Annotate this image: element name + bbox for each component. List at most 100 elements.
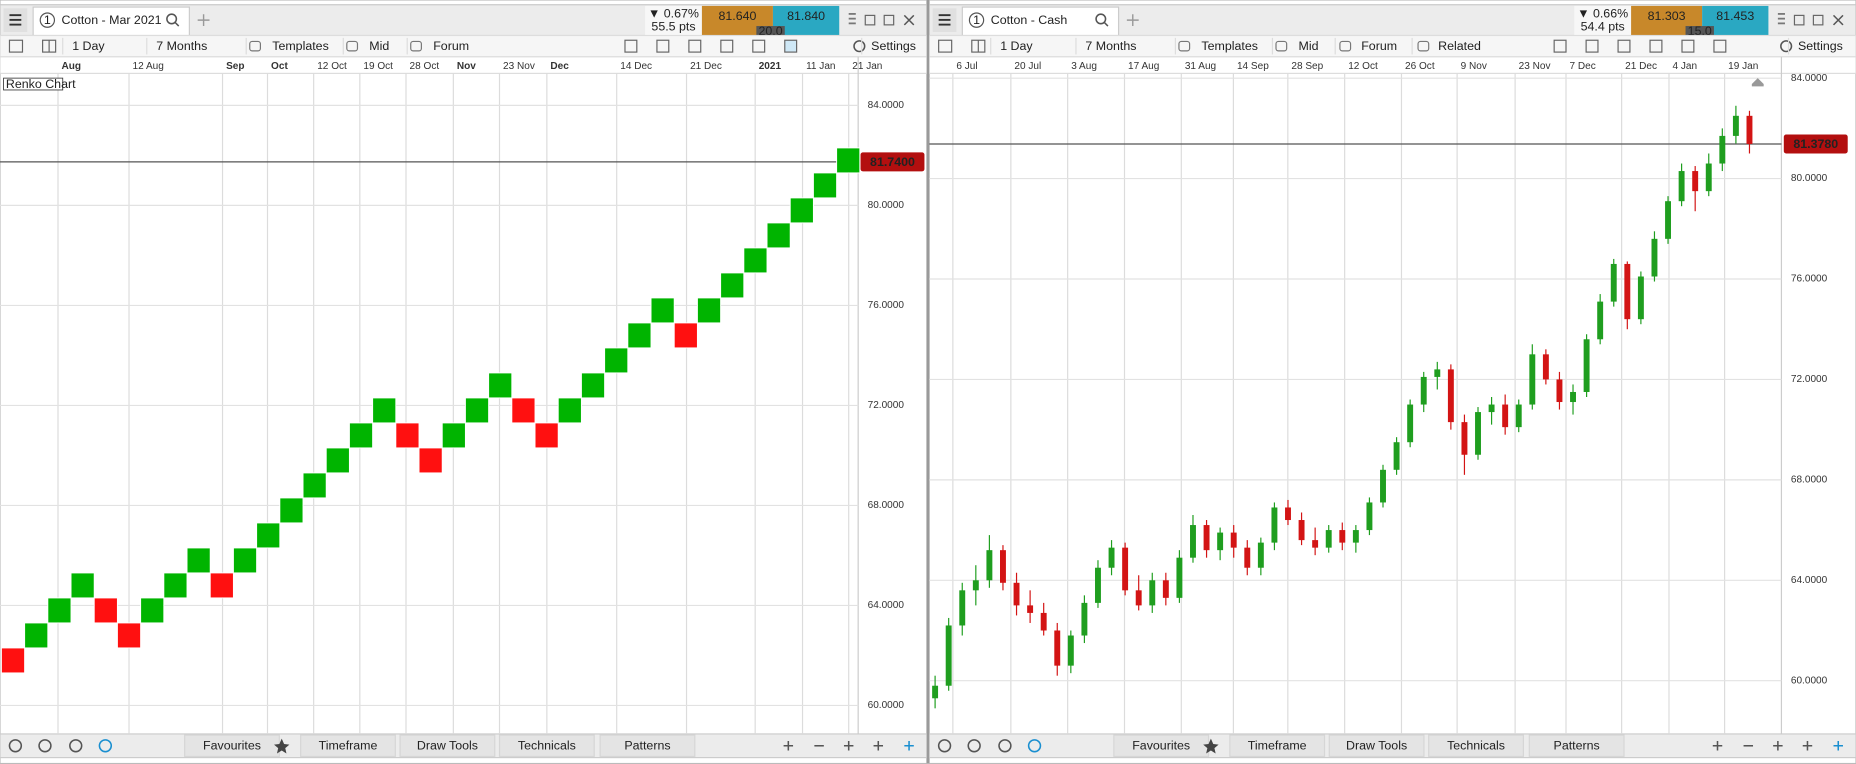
toolbar-item[interactable]: Mid	[369, 39, 389, 53]
list-icon[interactable]	[938, 39, 953, 53]
toolbar-item[interactable]: 7 Months	[1085, 39, 1136, 53]
candle-body	[1407, 404, 1414, 443]
zoom-icon[interactable]	[1802, 741, 1813, 751]
bottom-icon[interactable]	[8, 739, 23, 753]
panel-bg	[928, 0, 1856, 764]
bottom-icon[interactable]	[69, 739, 83, 753]
bottom-tab-label: Favourites	[203, 739, 261, 753]
drag-handle	[848, 13, 856, 15]
bottom-tab[interactable]	[599, 734, 696, 758]
tool-icon[interactable]	[688, 39, 702, 53]
window-icon[interactable]	[1793, 14, 1805, 26]
tool-icon[interactable]	[624, 39, 638, 53]
tool-icon[interactable]	[1553, 39, 1567, 53]
toolbar-item[interactable]: Forum	[433, 39, 469, 53]
zoom-icon[interactable]	[1712, 741, 1723, 751]
close-icon[interactable]	[903, 14, 915, 26]
zoom-icon[interactable]	[1773, 741, 1783, 751]
toolbar-item[interactable]: Settings	[1798, 39, 1843, 53]
y-tick-label: 64.0000	[1791, 575, 1828, 586]
tool-icon[interactable]	[656, 39, 670, 53]
bottom-tab[interactable]	[300, 734, 396, 758]
zoom-icon[interactable]	[843, 741, 854, 751]
tab[interactable]	[961, 6, 1120, 37]
bottom-icon[interactable]	[1027, 739, 1042, 753]
renko-brick	[93, 597, 118, 624]
toolbar-item[interactable]: Related	[1438, 39, 1481, 53]
tab-number: 1	[973, 13, 980, 27]
toolbar-item[interactable]: Settings	[871, 39, 916, 53]
zoom-icon[interactable]	[873, 741, 884, 751]
search-icon[interactable]	[1095, 13, 1107, 25]
menu-icon	[938, 18, 951, 21]
tool-icon[interactable]	[720, 39, 734, 53]
star-icon[interactable]	[274, 738, 290, 754]
candle-body	[1624, 263, 1631, 320]
tool-icon[interactable]	[1681, 39, 1695, 53]
tool-icon[interactable]	[1585, 39, 1599, 53]
date-label: Nov	[457, 61, 476, 72]
list-icon[interactable]	[8, 39, 24, 53]
window-icon[interactable]	[883, 14, 895, 26]
candle-body	[1190, 525, 1196, 558]
renko-brick	[580, 372, 606, 399]
close-icon[interactable]	[1832, 14, 1844, 26]
bottom-tab[interactable]	[1229, 734, 1326, 758]
window-icon[interactable]	[864, 14, 876, 26]
tool-icon[interactable]	[752, 39, 766, 53]
zoom-icon[interactable]	[1833, 741, 1843, 751]
search-icon[interactable]	[166, 13, 178, 25]
bottom-icon[interactable]	[967, 739, 981, 753]
y-tick-label: 60.0000	[1791, 675, 1828, 686]
bottom-tab[interactable]	[399, 734, 496, 758]
home-icon[interactable]	[1751, 78, 1764, 87]
change-points: 55.5 pts	[651, 20, 695, 34]
chart-label-box	[3, 77, 64, 91]
menu-icon	[9, 14, 22, 17]
bottom-tab[interactable]	[1528, 734, 1625, 758]
settings-icon	[1780, 40, 1793, 53]
bottom-tab[interactable]	[1428, 734, 1524, 758]
toolbar-item[interactable]: 7 Months	[156, 39, 207, 53]
buy-price: 81.453	[1716, 9, 1754, 23]
buy-price: 81.840	[787, 9, 825, 23]
bottom-tab[interactable]	[498, 734, 595, 758]
zoom-icon[interactable]	[783, 741, 794, 751]
candle-body	[1393, 442, 1400, 470]
toolbar-icon	[1275, 40, 1288, 52]
bottom-tab[interactable]	[1328, 734, 1425, 758]
toolbar-item[interactable]: Templates	[1201, 39, 1258, 53]
window-icon[interactable]	[1812, 14, 1824, 26]
toolbar-item[interactable]: Templates	[272, 39, 329, 53]
tool-icon[interactable]	[1649, 39, 1663, 53]
spread-box	[756, 26, 785, 37]
tool-icon[interactable]	[1713, 39, 1727, 53]
y-tick-label: 84.0000	[868, 100, 905, 111]
renko-brick	[140, 597, 165, 624]
candle-body	[1746, 115, 1753, 144]
renko-brick	[766, 222, 791, 249]
instrument-title: Cotton - Mar 2021	[62, 13, 162, 27]
toolbar-icon	[346, 40, 359, 52]
tool-icon[interactable]	[784, 39, 798, 53]
bottom-icon[interactable]	[998, 739, 1012, 753]
candle-body	[932, 685, 939, 699]
bottom-icon[interactable]	[38, 739, 52, 753]
tool-icon[interactable]	[1617, 39, 1631, 53]
toolbar-item[interactable]: Mid	[1298, 39, 1318, 53]
bottom-icon[interactable]	[937, 739, 952, 753]
add-tab[interactable]	[197, 14, 210, 27]
zoom-icon[interactable]	[904, 741, 914, 751]
add-tab[interactable]	[1126, 14, 1139, 27]
date-label: 14 Dec	[620, 61, 652, 72]
toolbar-item[interactable]: Forum	[1361, 39, 1397, 53]
toolbar-item[interactable]: 1 Day	[1000, 39, 1033, 53]
star-icon[interactable]	[1203, 738, 1219, 754]
bottom-icon[interactable]	[98, 739, 113, 753]
date-label: 19 Oct	[363, 61, 393, 72]
renko-brick	[696, 297, 722, 324]
renko-brick	[372, 397, 397, 424]
renko-brick	[557, 397, 582, 424]
toolbar-item[interactable]: 1 Day	[72, 39, 105, 53]
candle-body	[1705, 163, 1712, 192]
